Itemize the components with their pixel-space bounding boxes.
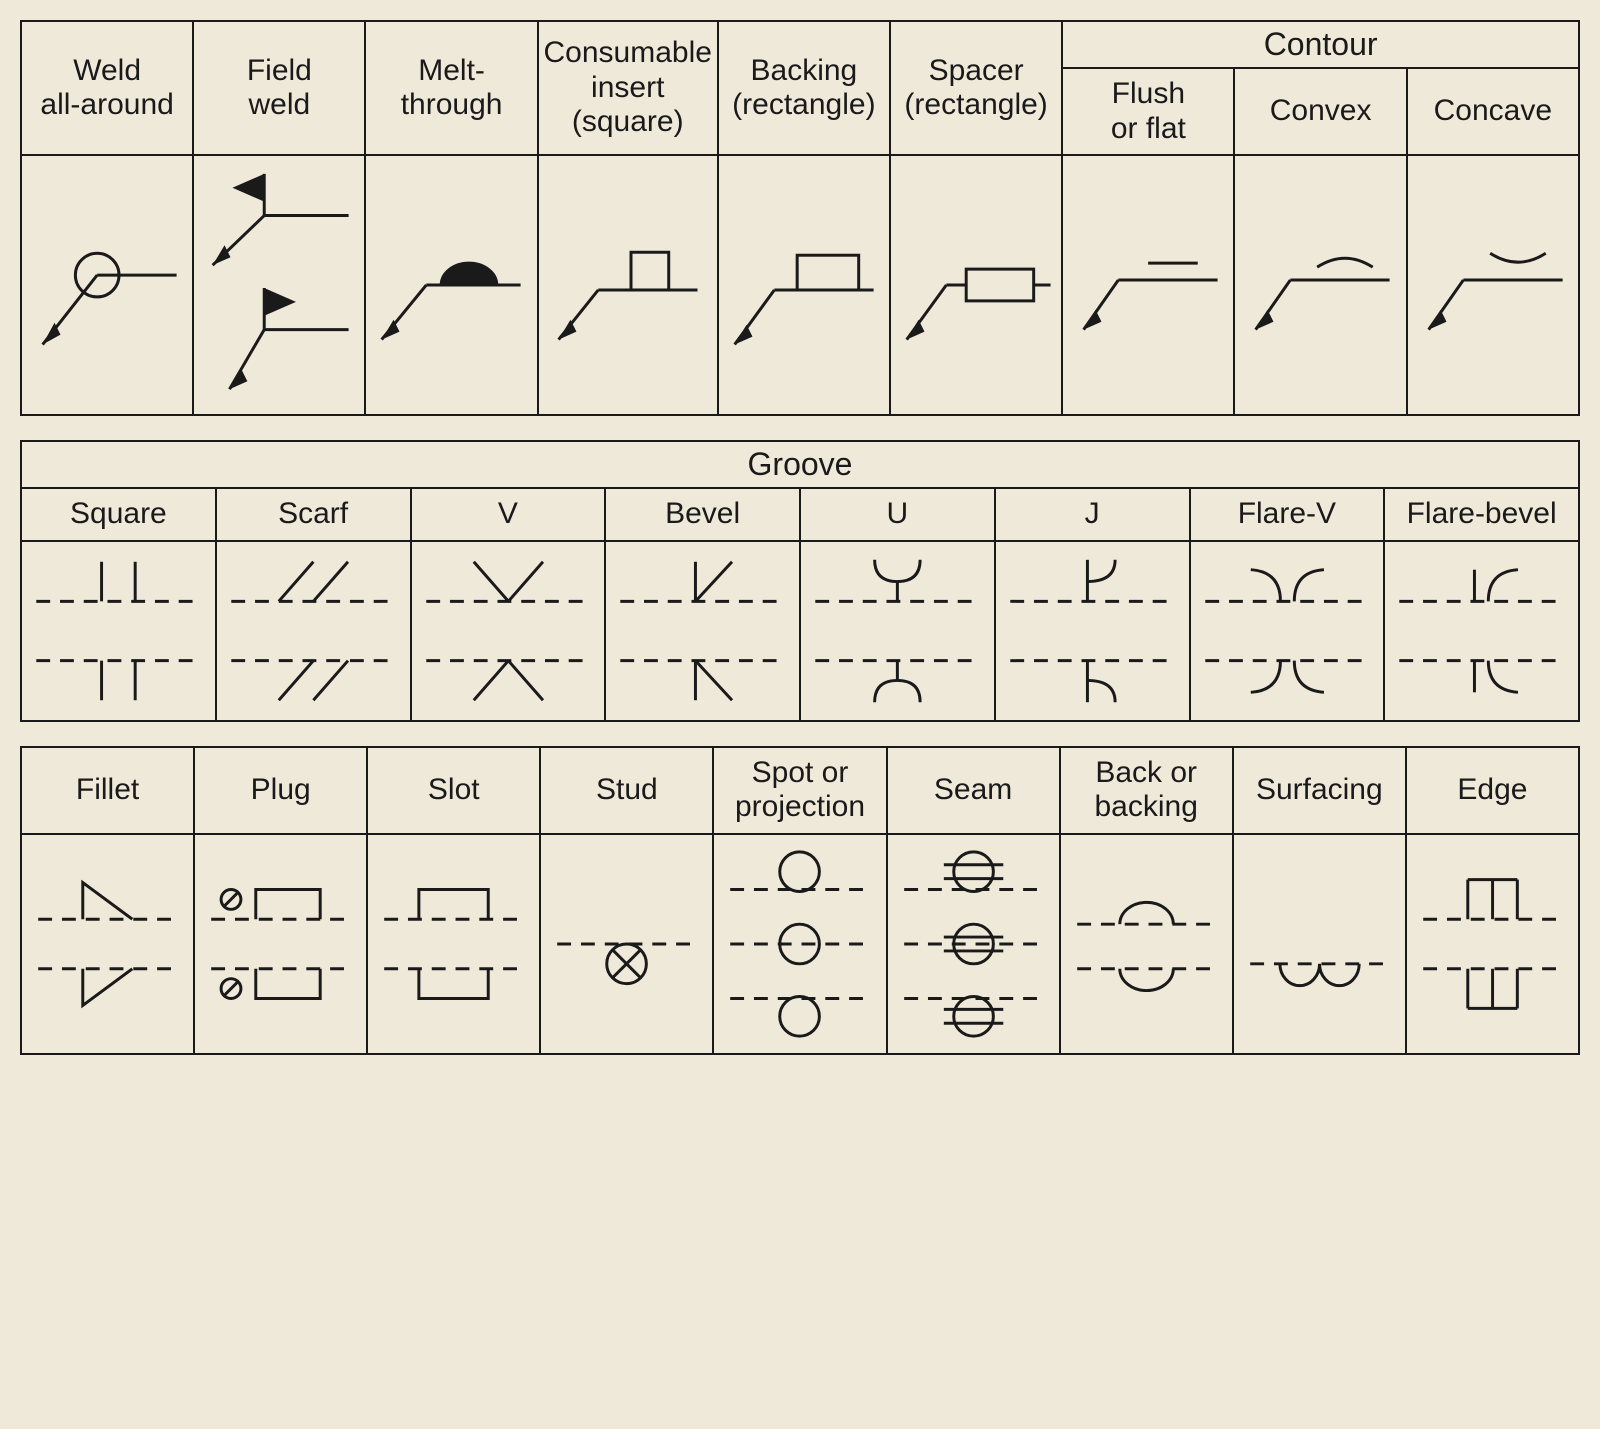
- col-square: Square: [21, 488, 216, 541]
- sym-weld-all-around: [21, 155, 193, 415]
- sym-v-groove: [411, 541, 606, 721]
- sym-spacer: [890, 155, 1062, 415]
- sym-spot: [713, 834, 886, 1054]
- sym-flare-v-groove: [1190, 541, 1385, 721]
- contour-group-header: Contour: [1062, 21, 1579, 68]
- col-flare-bevel: Flare-bevel: [1384, 488, 1579, 541]
- col-melt-through: Melt-through: [365, 21, 537, 155]
- col-field-weld: Fieldweld: [193, 21, 365, 155]
- sym-u-groove: [800, 541, 995, 721]
- sym-j-groove: [995, 541, 1190, 721]
- col-seam: Seam: [887, 747, 1060, 834]
- sym-flush: [1062, 155, 1234, 415]
- col-v: V: [411, 488, 606, 541]
- sym-bevel-groove: [605, 541, 800, 721]
- col-flare-v: Flare-V: [1190, 488, 1385, 541]
- col-edge: Edge: [1406, 747, 1579, 834]
- sym-field-weld: [193, 155, 365, 415]
- col-spacer: Spacer(rectangle): [890, 21, 1062, 155]
- col-j: J: [995, 488, 1190, 541]
- sym-consumable-insert: [538, 155, 718, 415]
- sym-edge: [1406, 834, 1579, 1054]
- sym-plug: [194, 834, 367, 1054]
- col-scarf: Scarf: [216, 488, 411, 541]
- col-slot: Slot: [367, 747, 540, 834]
- sym-stud: [540, 834, 713, 1054]
- sym-seam: [887, 834, 1060, 1054]
- col-bevel: Bevel: [605, 488, 800, 541]
- sym-surfacing: [1233, 834, 1406, 1054]
- col-backing: Backing(rectangle): [718, 21, 890, 155]
- sym-backing: [718, 155, 890, 415]
- groove-title: Groove: [21, 441, 1579, 488]
- sym-back: [1060, 834, 1233, 1054]
- col-convex: Convex: [1234, 68, 1406, 155]
- col-flush: Flushor flat: [1062, 68, 1234, 155]
- col-back: Back orbacking: [1060, 747, 1233, 834]
- col-stud: Stud: [540, 747, 713, 834]
- col-consumable-insert: Consumableinsert(square): [538, 21, 718, 155]
- groove-symbols-table: Groove Square Scarf V Bevel U J Flare-V …: [20, 440, 1580, 722]
- sym-square-groove: [21, 541, 216, 721]
- col-concave: Concave: [1407, 68, 1579, 155]
- sym-melt-through: [365, 155, 537, 415]
- col-plug: Plug: [194, 747, 367, 834]
- col-weld-all-around: Weldall-around: [21, 21, 193, 155]
- weld-type-symbols-table: Fillet Plug Slot Stud Spot orprojection …: [20, 746, 1580, 1055]
- sym-concave: [1407, 155, 1579, 415]
- sym-flare-bevel-groove: [1384, 541, 1579, 721]
- sym-convex: [1234, 155, 1406, 415]
- col-u: U: [800, 488, 995, 541]
- sym-fillet: [21, 834, 194, 1054]
- col-spot: Spot orprojection: [713, 747, 886, 834]
- col-surfacing: Surfacing: [1233, 747, 1406, 834]
- sym-slot: [367, 834, 540, 1054]
- supplementary-symbols-table: Weldall-around Fieldweld Melt-through Co…: [20, 20, 1580, 416]
- col-fillet: Fillet: [21, 747, 194, 834]
- sym-scarf-groove: [216, 541, 411, 721]
